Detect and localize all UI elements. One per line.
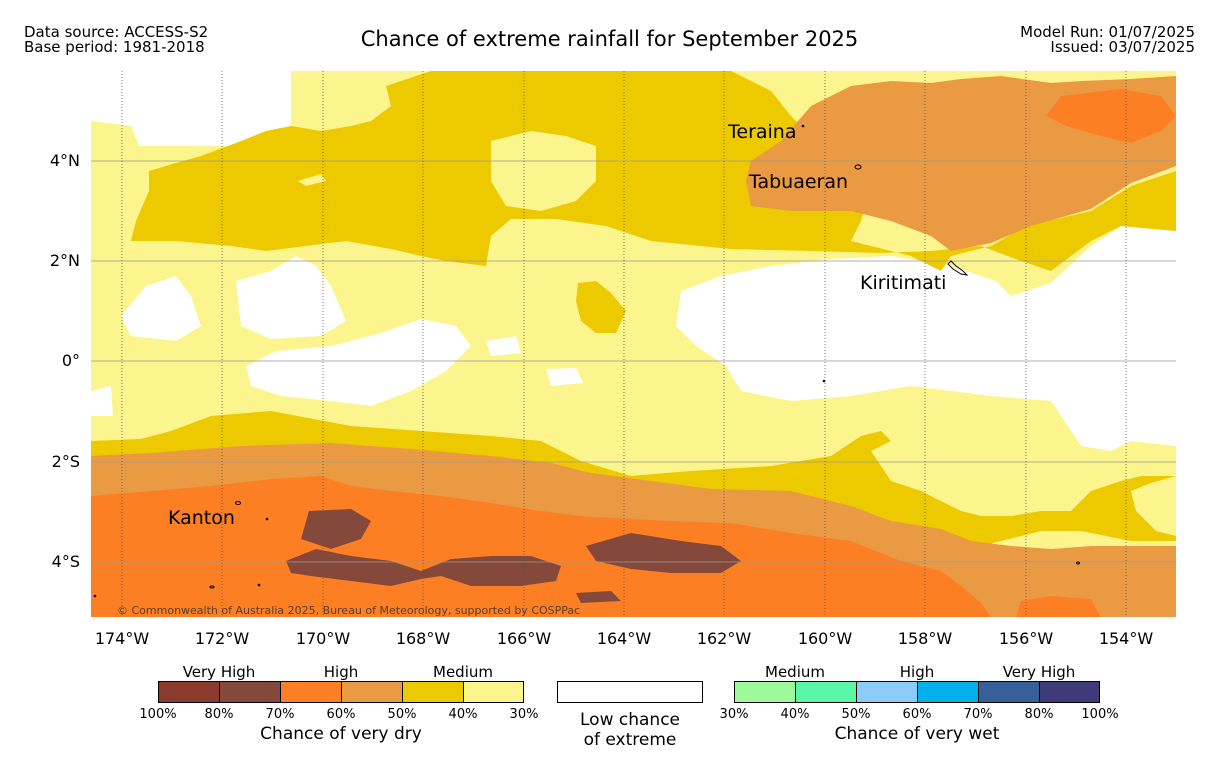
dry-swatch-3 xyxy=(341,681,402,703)
wet-level-medium: Medium xyxy=(765,663,825,681)
place-label-kanton: Kanton xyxy=(168,507,235,529)
dry-legend-caption: Chance of very dry xyxy=(260,724,422,744)
lon-label-166w: 166°W xyxy=(496,629,552,648)
longitude-gridlines xyxy=(121,71,1127,617)
wet-level-high: High xyxy=(899,663,935,681)
zone-light-yellow-patches xyxy=(91,121,1176,536)
place-label-kiritimati: Kiritimati xyxy=(860,272,947,294)
lon-label-170w: 170°W xyxy=(295,629,351,648)
lon-label-168w: 168°W xyxy=(395,629,451,648)
dry-tick-2: 70% xyxy=(265,707,295,722)
wet-tick-1: 40% xyxy=(780,707,810,722)
model-run-text: Model Run: 01/07/2025 xyxy=(1020,23,1195,41)
dry-level-high: High xyxy=(323,663,359,681)
wet-swatch-5 xyxy=(1039,681,1100,703)
lon-label-162w: 162°W xyxy=(696,629,752,648)
lon-label-174w: 174°W xyxy=(94,629,150,648)
dry-tick-5: 40% xyxy=(448,707,478,722)
wet-tick-4: 70% xyxy=(963,707,993,722)
dry-level-very-high: Very High xyxy=(182,663,256,681)
wet-swatch-4 xyxy=(978,681,1039,703)
place-label-tabuaeran: Tabuaeran xyxy=(749,171,849,193)
dry-tick-6: 30% xyxy=(509,707,539,722)
zone-very-high-dry xyxy=(286,509,741,603)
dry-tick-0: 100% xyxy=(139,707,177,722)
wet-tick-3: 60% xyxy=(902,707,932,722)
wet-tick-5: 80% xyxy=(1024,707,1054,722)
low-chance-areas xyxy=(91,71,1176,451)
place-label-teraina: Teraina xyxy=(728,121,797,143)
low-chance-label: Low chance of extreme xyxy=(557,710,703,750)
map-title: Chance of extreme rainfall for September… xyxy=(360,27,859,51)
dry-swatch-2 xyxy=(280,681,341,703)
wet-swatch-2 xyxy=(856,681,917,703)
lon-label-160w: 160°W xyxy=(797,629,853,648)
lat-label-2s: 2°S xyxy=(51,452,80,471)
dry-swatch-5 xyxy=(463,681,524,703)
lon-label-156w: 156°W xyxy=(998,629,1054,648)
dry-tick-1: 80% xyxy=(204,707,234,722)
data-source-text: Data source: ACCESS-S2 xyxy=(24,23,209,41)
low-chance-swatch xyxy=(557,681,703,703)
lat-label-2n: 2°N xyxy=(49,251,80,270)
dry-tick-3: 60% xyxy=(326,707,356,722)
lon-label-164w: 164°W xyxy=(596,629,652,648)
wet-swatch-3 xyxy=(917,681,978,703)
wet-legend-caption: Chance of very wet xyxy=(834,724,1000,744)
lat-label-0: 0° xyxy=(61,351,80,370)
copyright-notice: © Commonwealth of Australia 2025, Bureau… xyxy=(117,604,581,617)
issued-text: Issued: 03/07/2025 xyxy=(1050,38,1195,56)
dry-swatch-0 xyxy=(158,681,219,703)
lon-label-154w: 154°W xyxy=(1098,629,1154,648)
wet-tick-0: 30% xyxy=(719,707,749,722)
dry-level-medium: Medium xyxy=(433,663,493,681)
island-outlines xyxy=(93,124,1080,598)
low-chance-line2: of extreme xyxy=(583,730,677,750)
wet-tick-2: 50% xyxy=(841,707,871,722)
low-chance-line1: Low chance xyxy=(580,710,680,730)
wet-level-very-high: Very High xyxy=(1002,663,1076,681)
dry-tick-4: 50% xyxy=(387,707,417,722)
lat-label-4s: 4°S xyxy=(51,552,80,571)
dry-swatch-1 xyxy=(219,681,280,703)
wet-tick-6: 100% xyxy=(1081,707,1119,722)
latitude-gridlines xyxy=(91,160,1176,563)
wet-swatch-1 xyxy=(795,681,856,703)
base-period-text: Base period: 1981-2018 xyxy=(24,38,205,56)
wet-swatch-0 xyxy=(734,681,795,703)
dry-swatch-4 xyxy=(402,681,463,703)
lat-label-4n: 4°N xyxy=(49,151,80,170)
rainfall-probability-map xyxy=(91,71,1176,617)
lon-label-158w: 158°W xyxy=(897,629,953,648)
lon-label-172w: 172°W xyxy=(194,629,250,648)
